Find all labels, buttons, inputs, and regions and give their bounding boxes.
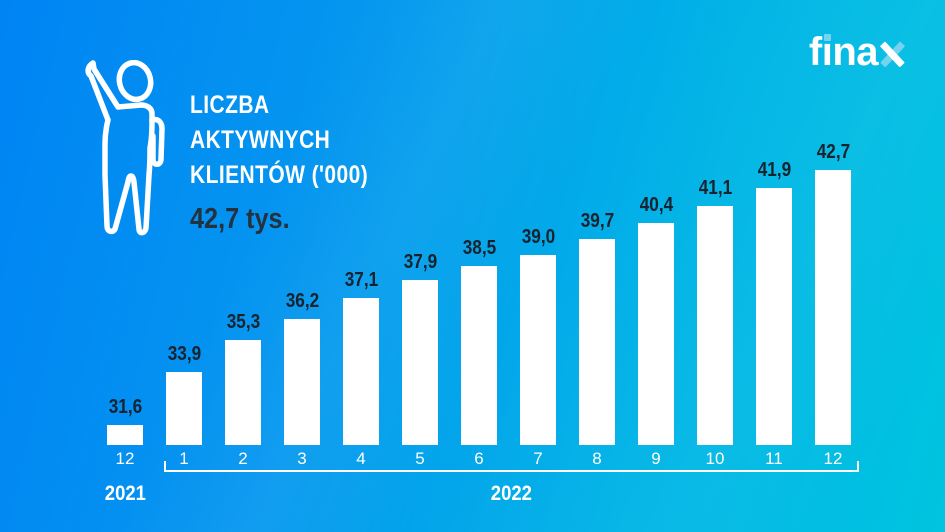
logo-letters-na: na [832, 30, 878, 74]
logo-letter-f: f [808, 30, 822, 74]
bar-value-label: 33,9 [167, 343, 201, 365]
bar-value-label: 39,7 [580, 210, 614, 232]
bar-value-label: 36,2 [285, 290, 319, 312]
bar-value-label: 40,4 [639, 194, 673, 216]
bar [638, 223, 674, 445]
x-axis-month-label: 9 [651, 449, 661, 468]
bar-value-label: 35,3 [226, 311, 260, 333]
x-axis-month-label: 12 [823, 449, 843, 468]
bar [697, 206, 733, 445]
x-axis-month-label: 2 [238, 449, 248, 468]
x-axis-month-label: 1 [179, 449, 189, 468]
title-line-2: AKTYWNYCH [190, 126, 331, 154]
bar-value-label: 41,1 [698, 177, 732, 199]
bar [166, 372, 202, 445]
logo-letter-i: ı [821, 30, 833, 74]
bar-value-label: 38,5 [462, 237, 496, 259]
x-axis-month-label: 11 [765, 449, 783, 468]
x-axis-month-label: 7 [533, 449, 543, 468]
x-axis-month-label: 10 [705, 449, 725, 468]
title-line-1: LICZBA [190, 91, 270, 119]
x-axis-bracket-2022 [164, 470, 859, 472]
year-label-2021: 2021 [104, 482, 146, 505]
bar [461, 266, 497, 445]
bar-value-label: 37,1 [344, 269, 378, 291]
bar [107, 425, 143, 445]
chart-title: LICZBA AKTYWNYCH KLIENTÓW ('000) [190, 88, 402, 193]
bar [579, 239, 615, 445]
bar [284, 319, 320, 445]
x-axis-month-label: 12 [115, 449, 135, 468]
bar [402, 280, 438, 445]
bar [225, 340, 261, 445]
x-axis-month-label: 3 [297, 449, 307, 468]
person-waving-icon [85, 60, 165, 236]
x-axis-month-label: 6 [474, 449, 484, 468]
x-axis-month-label: 8 [592, 449, 602, 468]
bar [343, 298, 379, 445]
bar [815, 170, 851, 445]
bar-value-label: 42,7 [816, 141, 850, 163]
bar-value-label: 41,9 [757, 159, 791, 181]
bracket-tick [857, 461, 859, 472]
logo-i-dot [824, 34, 831, 41]
chart-subtitle: 42,7 tys. [190, 203, 290, 235]
x-axis-month-label: 5 [415, 449, 425, 468]
bar-value-label: 31,6 [108, 396, 142, 418]
brand-logo: f ı na [809, 26, 905, 74]
year-label-2022: 2022 [490, 482, 533, 505]
bar-value-label: 39,0 [521, 226, 555, 248]
title-line-3: KLIENTÓW ('000) [190, 161, 369, 189]
bar [520, 255, 556, 445]
bar-value-label: 37,9 [403, 251, 437, 273]
x-axis-month-label: 4 [356, 449, 366, 468]
bar [756, 188, 792, 445]
bracket-tick [164, 461, 166, 472]
